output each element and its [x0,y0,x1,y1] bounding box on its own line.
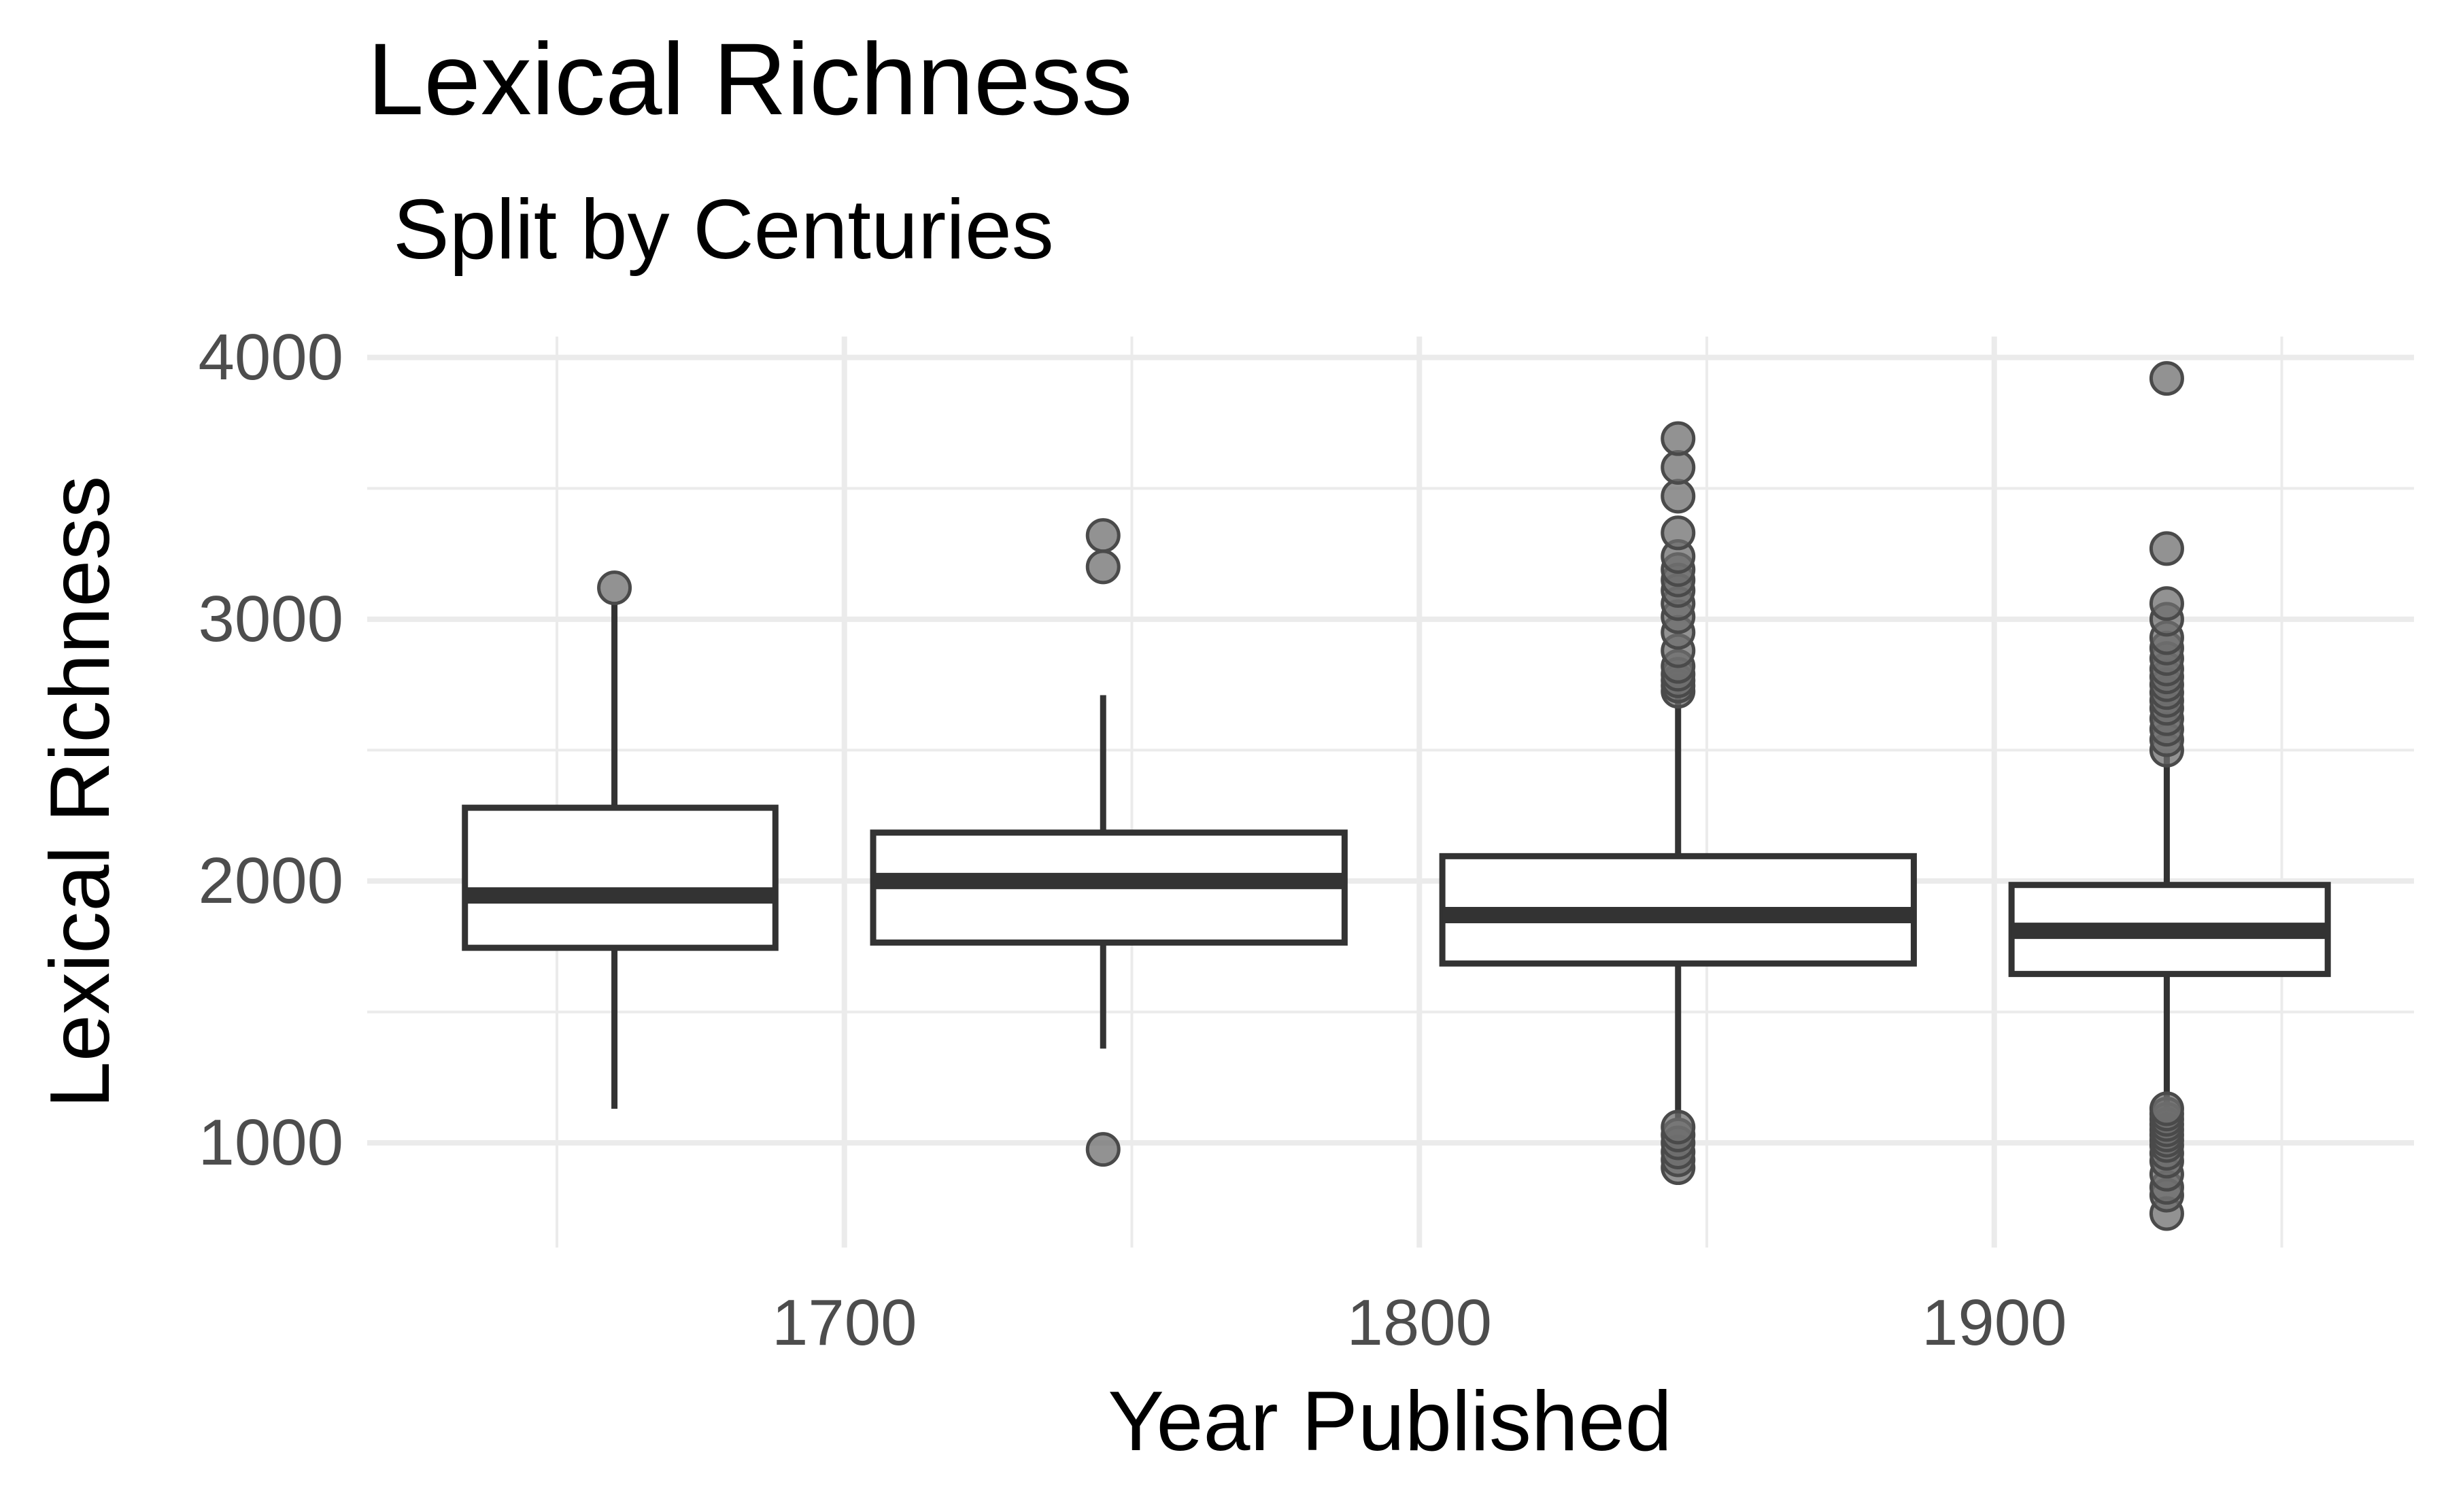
outlier-point [1085,549,1121,585]
box-group [1439,421,1917,1186]
box-iqr [462,804,779,951]
y-tick-label: 4000 [198,321,343,394]
box-group [462,570,779,1109]
outlier-point [2149,586,2184,621]
outlier-point [1661,515,1696,551]
box-group [870,518,1348,1167]
chart-subtitle: Split by Centuries [393,183,1054,277]
outlier-point [1661,450,1696,485]
y-tick-label: 2000 [198,844,343,917]
outlier-point [2149,531,2184,566]
grid-lines [367,337,2414,1248]
y-tick-label: 1000 [198,1106,343,1179]
outlier-point [1085,1132,1121,1167]
outlier-point [2149,1091,2184,1127]
x-tick-labels: 1700 1800 1900 [772,1286,2067,1359]
outlier-point [1661,1110,1696,1145]
y-axis-title: Lexical Richness [33,476,127,1108]
y-tick-labels: 1000 2000 3000 4000 [198,321,343,1179]
outlier-point [597,570,632,606]
x-axis-title: Year Published [1108,1375,1672,1468]
x-tick-label: 1800 [1346,1286,1492,1359]
y-tick-label: 3000 [198,583,343,655]
outlier-point [1661,421,1696,456]
outlier-point [1085,518,1121,553]
outlier-point [2149,361,2184,396]
x-tick-label: 1900 [1922,1286,2067,1359]
outlier-point [1661,479,1696,514]
box-group [2008,361,2331,1231]
chart-title: Lexical Richness [367,22,1133,136]
x-tick-label: 1700 [772,1286,917,1359]
boxes [462,361,2331,1231]
